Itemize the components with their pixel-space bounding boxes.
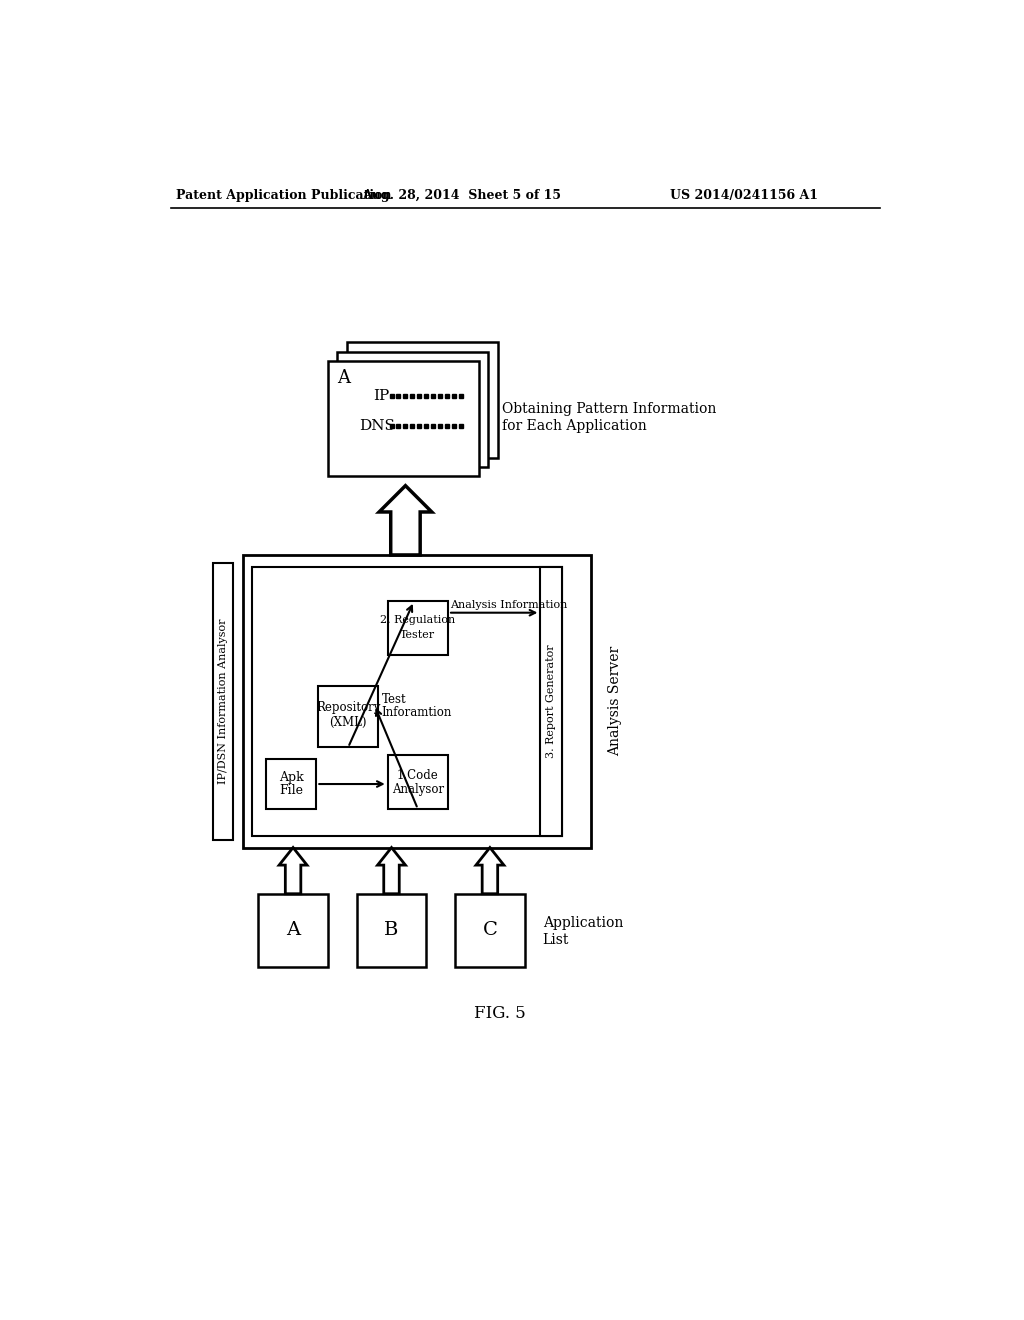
Text: 2. Regulation: 2. Regulation	[380, 615, 456, 624]
FancyBboxPatch shape	[388, 755, 449, 809]
Text: List: List	[543, 932, 569, 946]
Text: DNS: DNS	[359, 420, 395, 433]
FancyBboxPatch shape	[328, 360, 479, 477]
FancyBboxPatch shape	[388, 601, 449, 655]
FancyBboxPatch shape	[258, 894, 328, 966]
FancyBboxPatch shape	[213, 562, 233, 840]
Text: A: A	[337, 368, 350, 387]
Text: B: B	[384, 921, 398, 940]
Text: US 2014/0241156 A1: US 2014/0241156 A1	[671, 189, 818, 202]
FancyBboxPatch shape	[455, 894, 524, 966]
Text: File: File	[280, 784, 303, 797]
Text: Test: Test	[381, 693, 407, 706]
Text: Obtaining Pattern Information: Obtaining Pattern Information	[503, 403, 717, 416]
Polygon shape	[280, 847, 307, 894]
Polygon shape	[379, 486, 432, 554]
FancyBboxPatch shape	[337, 351, 488, 467]
FancyBboxPatch shape	[243, 554, 592, 847]
Text: Application: Application	[543, 916, 623, 929]
Text: Tester: Tester	[400, 630, 435, 640]
FancyBboxPatch shape	[346, 342, 498, 458]
FancyBboxPatch shape	[541, 566, 562, 836]
FancyBboxPatch shape	[252, 566, 562, 836]
Text: Analysis Information: Analysis Information	[451, 601, 567, 610]
Text: FIG. 5: FIG. 5	[474, 1005, 526, 1022]
Text: (XML): (XML)	[330, 717, 367, 730]
Text: 1.Code: 1.Code	[397, 768, 438, 781]
Text: Analysis Server: Analysis Server	[607, 645, 622, 756]
Polygon shape	[378, 847, 406, 894]
Text: Inforamtion: Inforamtion	[381, 705, 452, 718]
Text: Repository: Repository	[316, 701, 380, 714]
FancyBboxPatch shape	[317, 686, 378, 747]
Text: for Each Application: for Each Application	[503, 420, 647, 433]
Text: A: A	[286, 921, 300, 940]
Text: Apk: Apk	[279, 771, 303, 784]
FancyBboxPatch shape	[266, 759, 316, 809]
FancyBboxPatch shape	[356, 894, 426, 966]
Text: IP: IP	[373, 388, 389, 403]
Text: 3. Report Generator: 3. Report Generator	[546, 644, 556, 758]
Text: Aug. 28, 2014  Sheet 5 of 15: Aug. 28, 2014 Sheet 5 of 15	[361, 189, 561, 202]
Text: C: C	[482, 921, 498, 940]
Text: Patent Application Publication: Patent Application Publication	[176, 189, 391, 202]
Text: Analysor: Analysor	[392, 783, 444, 796]
Polygon shape	[476, 847, 504, 894]
Text: IP/DSN Information Analysor: IP/DSN Information Analysor	[218, 619, 228, 784]
